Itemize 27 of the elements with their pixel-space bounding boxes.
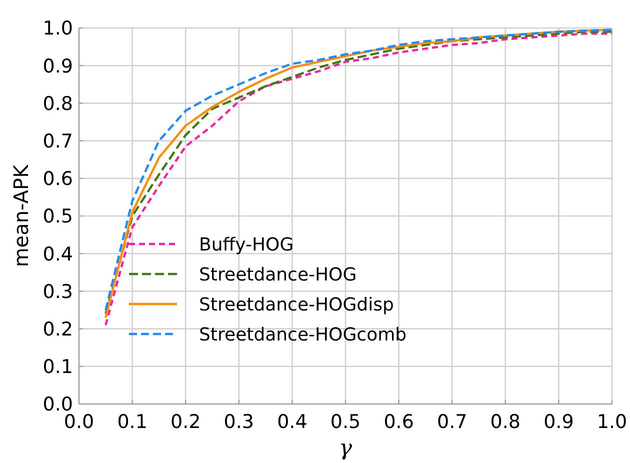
x-tick-label: 0.7 [436, 411, 468, 433]
y-tick-label: 0.8 [42, 92, 73, 115]
x-tick-label: 0.0 [64, 411, 94, 433]
legend-label: Streetdance-HOGcomb [199, 324, 407, 346]
x-tick-label: 0.6 [384, 411, 414, 433]
x-tick-label: 0.2 [170, 411, 201, 433]
y-tick-label: 0.1 [42, 356, 73, 378]
x-tick-label: 0.3 [224, 411, 254, 433]
y-tick-label: 0.3 [42, 280, 73, 303]
legend-label: Streetdance-HOG [199, 264, 357, 286]
x-axis-title: γ [338, 436, 353, 461]
y-tick-label: 1.0 [42, 18, 73, 40]
x-tick-label: 1.0 [596, 411, 628, 433]
y-tick-label: 0.4 [42, 243, 73, 266]
y-axis-title: mean-APK [9, 164, 33, 268]
x-tick-label: 0.4 [277, 411, 308, 433]
x-tick-label: 0.9 [544, 411, 574, 433]
legend-label: Streetdance-HOGdisp [199, 294, 394, 316]
y-tick-label: 0.9 [42, 55, 73, 78]
y-tick-label: 0.6 [42, 168, 73, 190]
x-tick-label: 0.8 [490, 411, 521, 433]
legend-label: Buffy-HOG [199, 234, 294, 256]
y-tick-label: 0.2 [42, 318, 73, 340]
x-tick-label: 0.5 [330, 411, 361, 433]
x-tick-label: 0.1 [117, 411, 148, 433]
y-tick-label: 0.5 [42, 206, 73, 228]
y-tick-label: 0.7 [42, 130, 73, 152]
